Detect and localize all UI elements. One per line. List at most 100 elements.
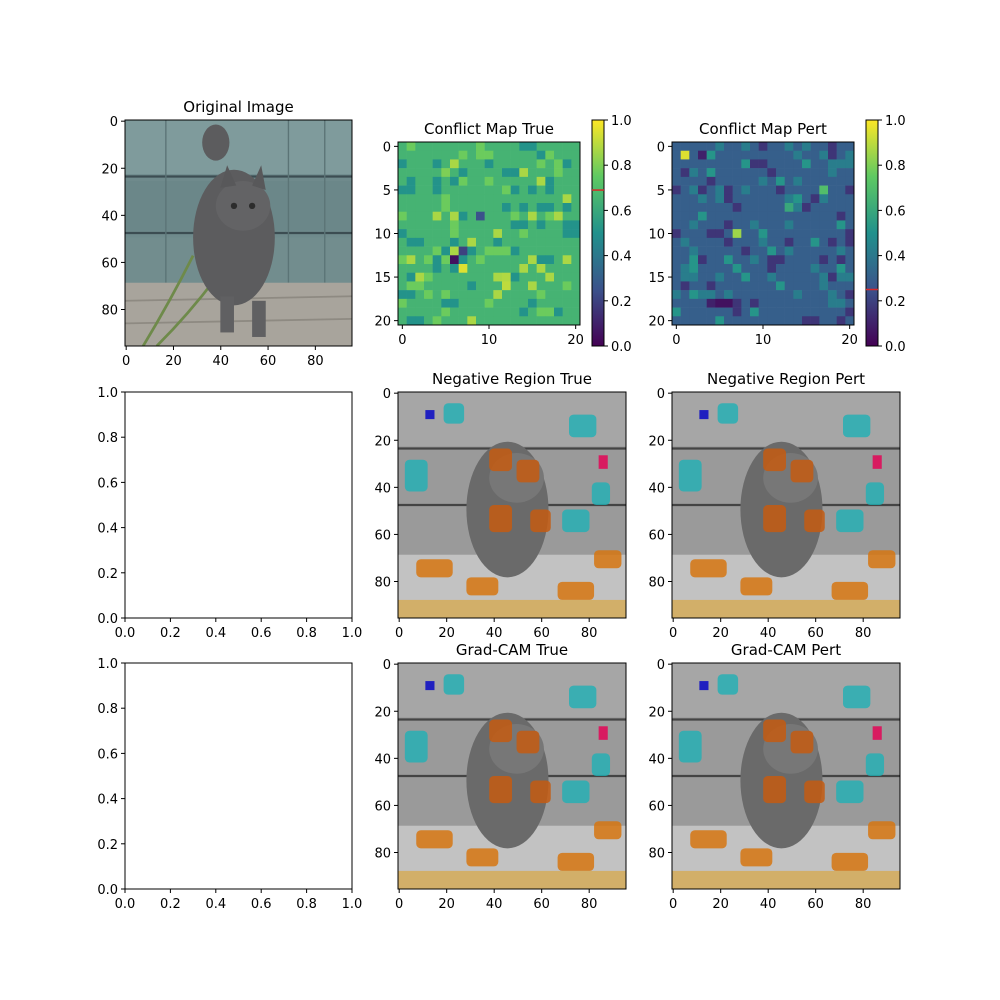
heatmap-cell bbox=[706, 211, 716, 221]
heatmap-cell bbox=[545, 168, 555, 178]
y-tick-label: 20 bbox=[101, 162, 118, 177]
heatmap-cell bbox=[802, 220, 811, 230]
heatmap-cell bbox=[776, 246, 785, 256]
heatmap-cell bbox=[484, 211, 494, 221]
y-tick-label: 0.0 bbox=[97, 883, 118, 898]
heatmap-cell bbox=[819, 264, 829, 274]
x-tick-label: 20 bbox=[438, 897, 455, 912]
heatmap-cell bbox=[476, 185, 485, 195]
heatmap-cell bbox=[845, 264, 855, 274]
heatmap-cell bbox=[758, 237, 768, 247]
heatmap-cell bbox=[784, 246, 794, 256]
heatmap-cell bbox=[484, 290, 494, 300]
heatmap-cell bbox=[415, 290, 425, 300]
heatmap-cell bbox=[793, 211, 803, 221]
heatmap-cell bbox=[458, 211, 468, 221]
heatmap-cell bbox=[750, 298, 759, 308]
heatmap-cell bbox=[406, 168, 416, 178]
heatmap-cell bbox=[493, 255, 503, 265]
heatmap-cell bbox=[836, 290, 846, 300]
heatmap-cell bbox=[450, 290, 459, 300]
heatmap-cell bbox=[715, 159, 725, 169]
heatmap-cell bbox=[484, 159, 494, 169]
heatmap-cell bbox=[715, 272, 725, 282]
heatmap-cell bbox=[476, 211, 485, 221]
heatmap-cell bbox=[836, 237, 846, 247]
heatmap-cell bbox=[689, 264, 699, 274]
heatmap-cell bbox=[732, 220, 742, 230]
heatmap-cell bbox=[836, 194, 846, 204]
colorbar bbox=[591, 119, 605, 347]
heatmap-cell bbox=[758, 229, 768, 239]
heatmap-cell bbox=[793, 290, 803, 300]
heatmap-cell bbox=[793, 142, 803, 152]
heatmap-cell bbox=[432, 142, 442, 152]
heatmap-cell bbox=[741, 316, 751, 326]
y-tick-label: 80 bbox=[648, 847, 665, 862]
heatmap-cell bbox=[415, 203, 425, 213]
heatmap-cell bbox=[441, 237, 451, 247]
heatmap-cell bbox=[424, 307, 433, 317]
heatmap-cell bbox=[432, 237, 442, 247]
heatmap-cell bbox=[406, 185, 416, 195]
heatmap-cell bbox=[528, 246, 537, 256]
heatmap-cell bbox=[724, 220, 733, 230]
heatmap-cell bbox=[689, 220, 699, 230]
heatmap-cell bbox=[432, 194, 442, 204]
heatmap-cell bbox=[476, 298, 485, 308]
heatmap-cell bbox=[793, 194, 803, 204]
x-tick-label: 0.4 bbox=[205, 626, 226, 641]
heatmap-cell bbox=[802, 272, 811, 282]
heatmap-cell bbox=[715, 298, 725, 308]
heatmap-cell bbox=[672, 211, 681, 221]
heatmap-cell bbox=[493, 281, 503, 291]
heatmap-cell bbox=[672, 194, 681, 204]
x-tick-label: 0 bbox=[669, 897, 677, 912]
heatmap-cell bbox=[441, 220, 451, 230]
heatmap-cell bbox=[476, 176, 485, 186]
heatmap-cell bbox=[698, 142, 707, 152]
heatmap-cell bbox=[406, 298, 416, 308]
heatmap-cell bbox=[415, 272, 425, 282]
heatmap-cell bbox=[458, 150, 468, 160]
heatmap-cell bbox=[441, 246, 451, 256]
heatmap-cell bbox=[476, 150, 485, 160]
heatmap-cell bbox=[810, 237, 820, 247]
heatmap-cell bbox=[562, 194, 572, 204]
heatmap-cell bbox=[528, 142, 537, 152]
heatmap-cell bbox=[767, 176, 777, 186]
heatmap-cell bbox=[776, 203, 785, 213]
heatmap-cell bbox=[706, 264, 716, 274]
heatmap-cell bbox=[828, 185, 837, 195]
heatmap-cell bbox=[398, 237, 407, 247]
heatmap-cell bbox=[467, 176, 477, 186]
heatmap-cell bbox=[424, 246, 433, 256]
heatmap-cell bbox=[724, 281, 733, 291]
heatmap-cell bbox=[554, 203, 563, 213]
heatmap-cell bbox=[536, 229, 546, 239]
heatmap-cell bbox=[415, 281, 425, 291]
heatmap-cell bbox=[802, 298, 811, 308]
heatmap-cell bbox=[784, 211, 794, 221]
heatmap-cell bbox=[562, 168, 572, 178]
heatmap-cell bbox=[424, 298, 433, 308]
heatmap-cell bbox=[398, 272, 407, 282]
heatmap-cell bbox=[845, 211, 855, 221]
heatmap-cell bbox=[845, 272, 855, 282]
heatmap-cell bbox=[545, 255, 555, 265]
heatmap-cell bbox=[784, 264, 794, 274]
heatmap-cell bbox=[450, 298, 459, 308]
heatmap-cell bbox=[750, 316, 759, 326]
y-tick-label: 0 bbox=[110, 115, 118, 130]
colorbar-tick-label: 1.0 bbox=[611, 114, 632, 129]
heatmap-cell bbox=[554, 298, 563, 308]
heatmap-cell bbox=[698, 150, 707, 160]
y-tick-label: 15 bbox=[648, 271, 665, 286]
heatmap-cell bbox=[554, 246, 563, 256]
heatmap-cell bbox=[784, 142, 794, 152]
image-content bbox=[398, 392, 626, 618]
y-tick-label: 0.4 bbox=[97, 793, 118, 808]
heatmap-cell bbox=[502, 194, 511, 204]
y-tick-label: 40 bbox=[648, 752, 665, 767]
heatmap-cell bbox=[484, 229, 494, 239]
